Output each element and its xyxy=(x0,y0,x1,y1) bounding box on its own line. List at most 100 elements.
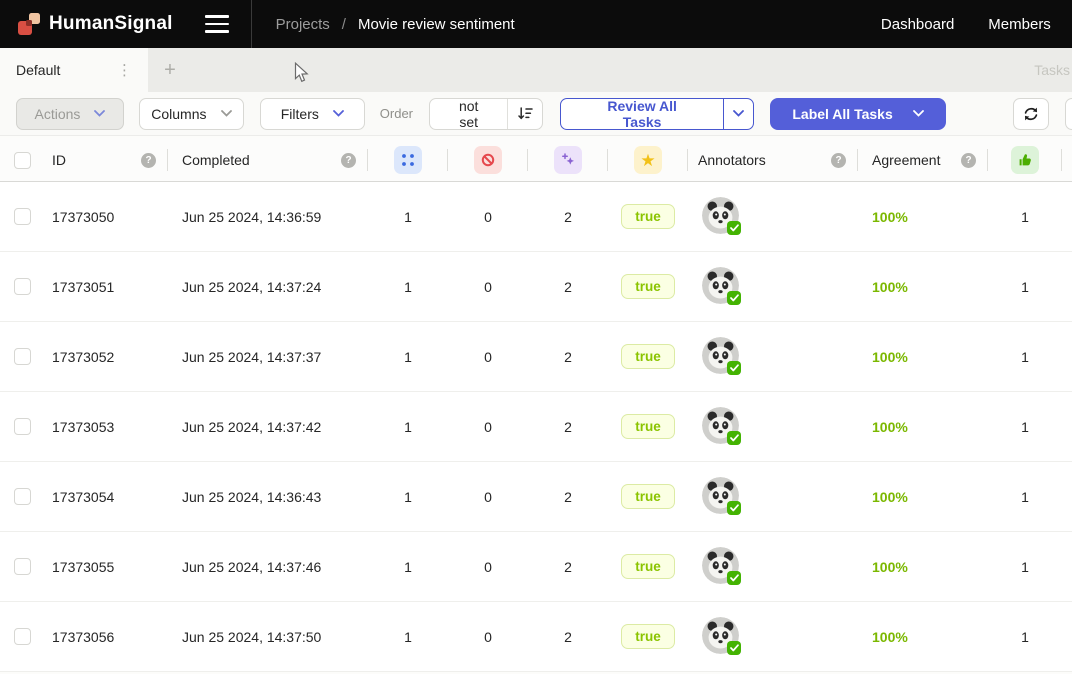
help-icon[interactable]: ? xyxy=(341,152,356,168)
table-row[interactable]: 17373050 Jun 25 2024, 14:36:59 1 0 2 tru… xyxy=(0,182,1072,252)
ground-truth-cell: true xyxy=(608,484,688,509)
actions-label: Actions xyxy=(34,105,81,122)
column-header-annotations[interactable] xyxy=(368,138,448,182)
label-all-tasks-button[interactable]: Label All Tasks xyxy=(769,97,947,130)
annotator-avatar[interactable] xyxy=(702,266,741,305)
table-row[interactable]: 17373056 Jun 25 2024, 14:37:50 1 0 2 tru… xyxy=(0,602,1072,672)
column-header-predictions[interactable] xyxy=(528,138,608,182)
annotators-cell xyxy=(688,266,858,307)
cancelled-count-cell: 0 xyxy=(484,558,492,575)
cancelled-count-cell: 0 xyxy=(484,628,492,645)
annotator-avatar[interactable] xyxy=(702,476,741,515)
reviews-accepted-icon xyxy=(1011,146,1039,174)
completed-date-cell: Jun 25 2024, 14:37:50 xyxy=(182,628,322,645)
row-checkbox[interactable] xyxy=(13,488,31,505)
column-header-agreement[interactable]: Agreement ? xyxy=(858,138,988,182)
row-select-cell xyxy=(0,558,44,575)
help-icon[interactable]: ? xyxy=(961,152,976,168)
nav-dashboard[interactable]: Dashboard xyxy=(880,15,955,33)
ground-truth-badge: true xyxy=(621,274,675,299)
columns-dropdown[interactable]: Columns xyxy=(138,97,244,130)
predictions-count-cell: 2 xyxy=(564,628,572,645)
column-header-id[interactable]: ID ? xyxy=(44,138,168,182)
agreement-cell: 100% xyxy=(872,418,908,435)
cancelled-count-cell: 0 xyxy=(484,488,492,505)
annotations-count-cell: 1 xyxy=(404,348,412,365)
order-by-button[interactable]: not set xyxy=(429,97,543,130)
row-select-cell xyxy=(0,278,44,295)
row-checkbox[interactable] xyxy=(13,348,31,365)
ground-truth-badge: true xyxy=(621,204,675,229)
filters-dropdown[interactable]: Filters xyxy=(259,97,365,130)
table-row[interactable]: 17373053 Jun 25 2024, 14:37:42 1 0 2 tru… xyxy=(0,392,1072,462)
import-button[interactable]: Im xyxy=(1064,97,1072,130)
ground-truth-badge: true xyxy=(621,344,675,369)
actions-dropdown[interactable]: Actions xyxy=(16,97,124,130)
breadcrumb-current-project[interactable]: Movie review sentiment xyxy=(357,15,515,33)
id-header-label: ID xyxy=(52,152,66,168)
table-row[interactable]: 17373055 Jun 25 2024, 14:37:46 1 0 2 tru… xyxy=(0,532,1072,602)
annotator-avatar[interactable] xyxy=(702,546,741,585)
table-row[interactable]: 17373051 Jun 25 2024, 14:37:24 1 0 2 tru… xyxy=(0,252,1072,322)
chevron-down-icon xyxy=(332,110,344,117)
reviews-count-cell: 1 xyxy=(1021,208,1029,225)
nav-members[interactable]: Members xyxy=(988,15,1051,33)
refresh-button[interactable] xyxy=(1013,97,1049,130)
hamburger-menu-icon[interactable] xyxy=(197,4,237,44)
task-id-cell: 17373051 xyxy=(52,278,115,295)
refresh-icon xyxy=(1024,107,1038,120)
reviews-count-cell: 1 xyxy=(1021,278,1029,295)
sort-direction-icon[interactable] xyxy=(507,98,541,129)
chevron-down-icon xyxy=(220,110,232,117)
annotations-count-cell: 1 xyxy=(404,278,412,295)
agreement-cell: 100% xyxy=(872,348,908,365)
tab-options-kebab-icon[interactable]: ⋮ xyxy=(117,61,132,79)
row-checkbox[interactable] xyxy=(13,418,31,435)
table-row[interactable]: 17373054 Jun 25 2024, 14:36:43 1 0 2 tru… xyxy=(0,462,1072,532)
completed-date-cell: Jun 25 2024, 14:37:24 xyxy=(182,278,322,295)
add-tab-button[interactable]: + xyxy=(164,58,176,81)
row-checkbox[interactable] xyxy=(13,558,31,575)
completed-date-cell: Jun 25 2024, 14:37:46 xyxy=(182,558,322,575)
cancelled-count-cell: 0 xyxy=(484,348,492,365)
task-id-cell: 17373052 xyxy=(52,348,115,365)
help-icon[interactable]: ? xyxy=(831,152,846,168)
columns-label: Columns xyxy=(151,105,207,122)
annotator-avatar[interactable] xyxy=(702,336,741,375)
predictions-icon xyxy=(554,146,582,174)
annotator-avatar[interactable] xyxy=(702,616,741,655)
column-header-ground-truth[interactable]: ★ xyxy=(608,138,688,182)
annotator-avatar[interactable] xyxy=(702,406,741,445)
tab-default[interactable]: Default ⋮ xyxy=(0,48,148,92)
row-checkbox[interactable] xyxy=(13,628,31,645)
select-all-checkbox[interactable] xyxy=(13,151,31,169)
header-spacer xyxy=(1062,138,1072,182)
annotator-avatar[interactable] xyxy=(702,196,741,235)
completed-header-label: Completed xyxy=(182,152,250,168)
agreement-cell: 100% xyxy=(872,208,908,225)
column-header-reviews[interactable] xyxy=(988,138,1062,182)
brand-logo[interactable]: HumanSignal xyxy=(18,13,173,35)
row-checkbox[interactable] xyxy=(13,278,31,295)
annotated-check-icon xyxy=(727,430,741,445)
help-icon[interactable]: ? xyxy=(141,152,156,168)
annotated-check-icon xyxy=(727,570,741,585)
predictions-count-cell: 2 xyxy=(564,488,572,505)
reviews-count-cell: 1 xyxy=(1021,628,1029,645)
reviews-count-cell: 1 xyxy=(1021,558,1029,575)
task-id-cell: 17373055 xyxy=(52,558,115,575)
table-row[interactable]: 17373052 Jun 25 2024, 14:37:37 1 0 2 tru… xyxy=(0,322,1072,392)
column-header-completed[interactable]: Completed ? xyxy=(168,138,368,182)
column-header-annotators[interactable]: Annotators ? xyxy=(688,138,858,182)
label-all-tasks-label: Label All Tasks xyxy=(792,105,893,122)
ground-truth-cell: true xyxy=(608,344,688,369)
predictions-count-cell: 2 xyxy=(564,558,572,575)
row-checkbox[interactable] xyxy=(13,208,31,225)
review-all-tasks-button[interactable]: Review All Tasks xyxy=(559,97,754,130)
review-dropdown-caret[interactable] xyxy=(723,98,753,129)
annotators-cell xyxy=(688,616,858,657)
annotated-check-icon xyxy=(727,360,741,375)
breadcrumb-projects[interactable]: Projects xyxy=(275,15,330,33)
column-header-cancelled[interactable] xyxy=(448,138,528,182)
